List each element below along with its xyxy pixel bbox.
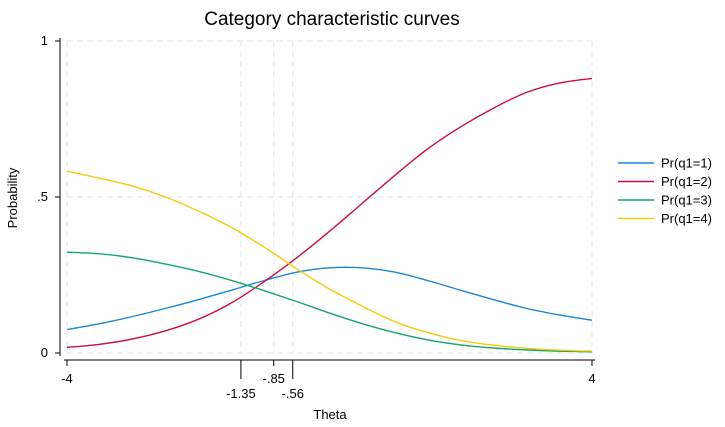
legend: Pr(q1=1) Pr(q1=2) Pr(q1=3) Pr(q1=4): [618, 156, 712, 226]
legend-label: Pr(q1=1): [661, 156, 712, 171]
grid: [66, 40, 593, 354]
legend-label: Pr(q1=4): [661, 211, 712, 226]
series-lines: [66, 77, 593, 353]
x-tick-label: -.85: [263, 371, 285, 386]
legend-label: Pr(q1=3): [661, 193, 712, 208]
x-axis-label: Theta: [313, 407, 347, 422]
chart-title: Category characteristic curves: [204, 9, 460, 30]
series-line-1: [66, 266, 593, 331]
axes: 0 .5 1 -4 -1.35 -.85-.56 4: [37, 33, 595, 401]
x-tick-label: -4: [61, 371, 73, 386]
y-tick-label: .5: [37, 189, 48, 204]
series-line-2: [66, 77, 593, 349]
y-tick-label: 0: [41, 345, 48, 360]
x-tick-label: -.56: [282, 386, 304, 401]
series-line-3: [66, 251, 593, 353]
x-tick-label: 4: [588, 371, 595, 386]
legend-label: Pr(q1=2): [661, 174, 712, 189]
series-line-4: [66, 170, 593, 352]
y-axis-label: Probability: [5, 167, 20, 228]
y-tick-label: 1: [41, 33, 48, 48]
x-tick-label: -1.35: [226, 386, 256, 401]
